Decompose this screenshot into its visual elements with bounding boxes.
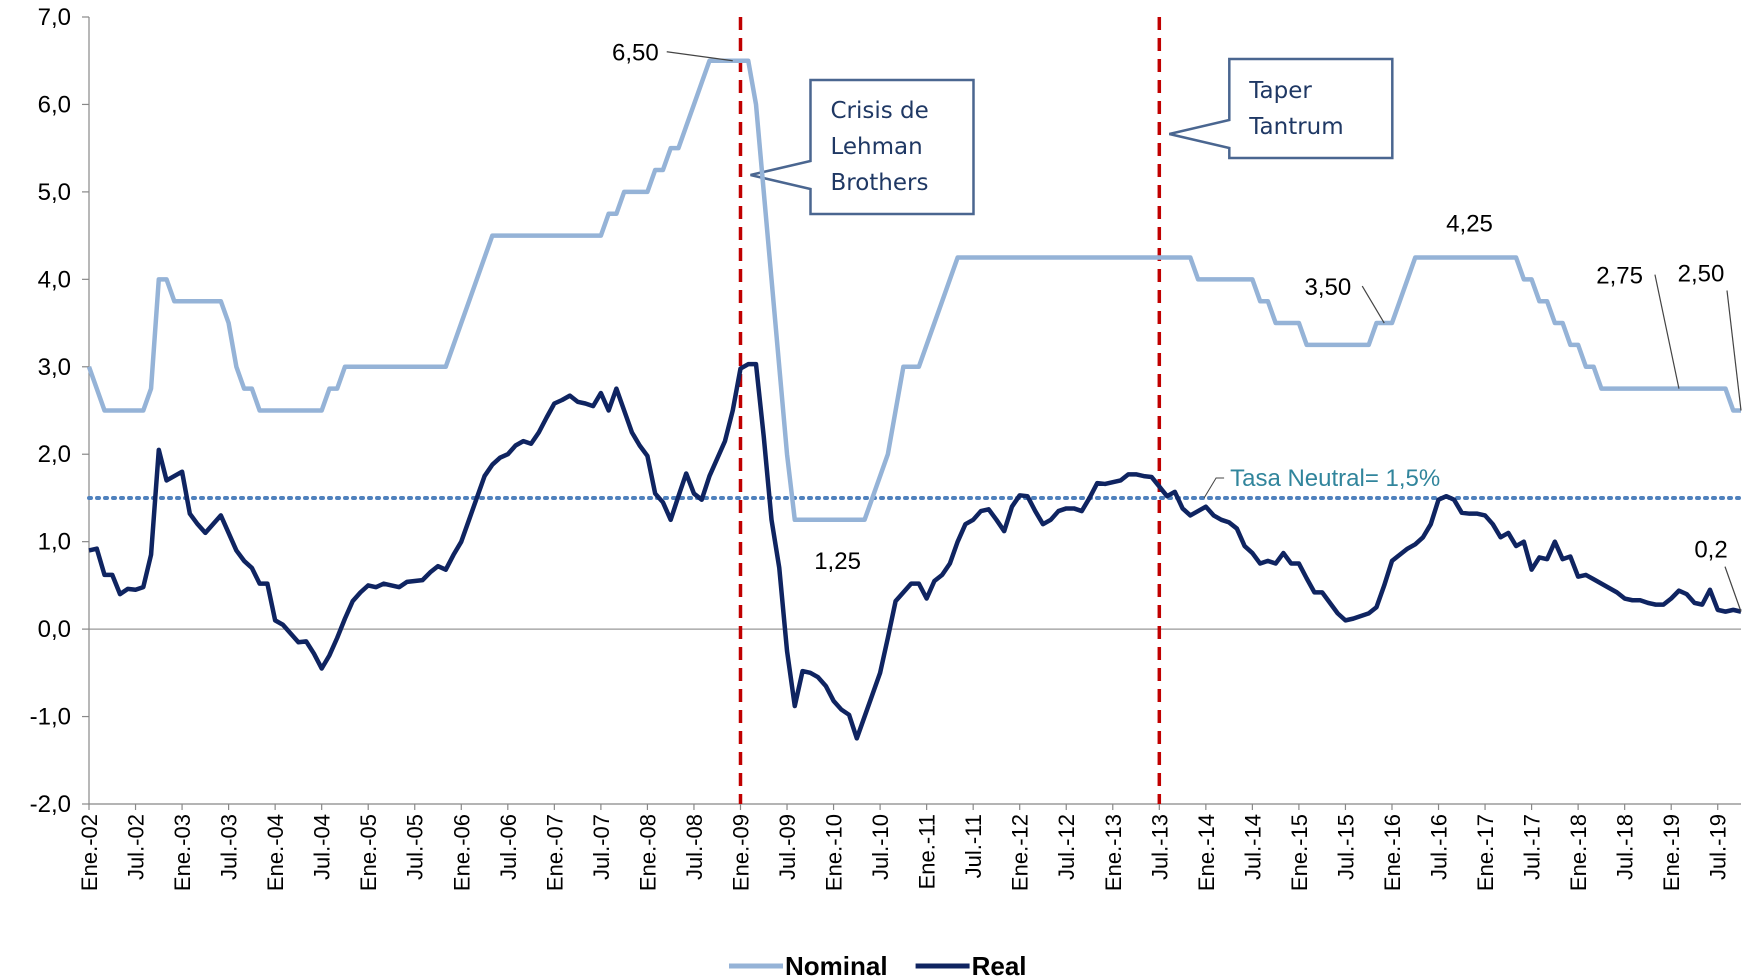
x-tick-label: Ene.-15 — [1287, 814, 1312, 891]
callout-text: Crisis de Lehman Brothers — [830, 98, 929, 196]
label-leader — [1726, 290, 1742, 411]
x-tick-label: Jul.-17 — [1520, 814, 1545, 880]
x-tick-label: Jul.-10 — [868, 814, 893, 880]
x-tick-label: Jul.-06 — [496, 814, 521, 880]
y-tick-label: 2,0 — [38, 441, 71, 468]
x-tick-label: Ene.-13 — [1101, 814, 1126, 891]
callout-text: Taper Tantrum — [1249, 77, 1344, 140]
callout-box — [750, 78, 975, 216]
y-tick-label: 1,0 — [38, 529, 71, 556]
neutral-leader — [1203, 477, 1225, 499]
x-tick-label: Jul.-08 — [682, 814, 707, 880]
x-tick-label: Ene.-09 — [728, 814, 753, 891]
x-tick-label: Jul.-07 — [589, 814, 614, 880]
value-label: 2,75 — [1596, 263, 1643, 290]
x-tick-label: Ene.-14 — [1194, 814, 1219, 891]
x-tick-label: Jul.-13 — [1147, 814, 1172, 880]
x-tick-label: Ene.-16 — [1380, 814, 1405, 891]
y-tick-label: 0,0 — [38, 616, 71, 643]
x-tick-label: Jul.-03 — [217, 814, 242, 880]
value-label: 4,25 — [1446, 210, 1493, 237]
value-label: 6,50 — [612, 40, 659, 67]
x-tick-label: Ene.-02 — [77, 814, 102, 891]
label-leader — [1361, 285, 1385, 324]
x-tick-label: Jul.-16 — [1427, 814, 1452, 880]
y-tick-label: 7,0 — [38, 4, 71, 31]
y-tick-label: -2,0 — [30, 791, 71, 818]
x-tick-label: Jul.-12 — [1054, 814, 1079, 880]
x-tick-label: Ene.-12 — [1008, 814, 1033, 891]
x-tick-label: Jul.-04 — [310, 814, 335, 880]
x-tick-label: Ene.-04 — [263, 814, 288, 891]
x-tick-label: Jul.-19 — [1706, 814, 1731, 880]
x-tick-label: Ene.-08 — [635, 814, 660, 891]
value-label: 0,2 — [1694, 537, 1727, 564]
y-tick-label: 5,0 — [38, 179, 71, 206]
legend-label: Nominal — [785, 951, 888, 980]
x-tick-label: Jul.-18 — [1613, 814, 1638, 880]
x-tick-label: Jul.-09 — [775, 814, 800, 880]
value-label: 1,25 — [814, 548, 861, 575]
x-tick-label: Jul.-02 — [124, 814, 149, 880]
value-label: 2,50 — [1678, 261, 1725, 288]
neutral-label: Tasa Neutral= 1,5% — [1230, 465, 1440, 492]
x-tick-label: Ene.-10 — [822, 814, 847, 891]
y-tick-label: 3,0 — [38, 354, 71, 381]
x-tick-label: Ene.-07 — [542, 814, 567, 891]
x-tick-label: Ene.-05 — [356, 814, 381, 891]
legend-label: Real — [972, 951, 1027, 980]
label-leader — [1654, 274, 1680, 389]
x-tick-label: Ene.-18 — [1566, 814, 1591, 891]
series-line — [88, 361, 1742, 741]
value-label: 3,50 — [1305, 274, 1352, 301]
y-tick-label: 4,0 — [38, 266, 71, 293]
y-tick-label: 6,0 — [38, 91, 71, 118]
label-leader — [1724, 566, 1742, 612]
x-tick-label: Ene.-19 — [1659, 814, 1684, 891]
series-line — [86, 58, 1741, 523]
callout-box — [1169, 57, 1394, 160]
y-tick-label: -1,0 — [30, 704, 71, 731]
x-tick-label: Ene.-03 — [170, 814, 195, 891]
x-tick-label: Jul.-11 — [961, 814, 986, 878]
label-leader — [666, 51, 733, 62]
x-tick-label: Jul.-14 — [1240, 814, 1265, 880]
x-tick-label: Jul.-15 — [1333, 814, 1358, 880]
x-tick-label: Ene.-11 — [915, 814, 940, 889]
x-tick-label: Ene.-17 — [1473, 814, 1498, 891]
x-tick-label: Jul.-05 — [403, 814, 428, 880]
x-tick-label: Ene.-06 — [449, 814, 474, 891]
